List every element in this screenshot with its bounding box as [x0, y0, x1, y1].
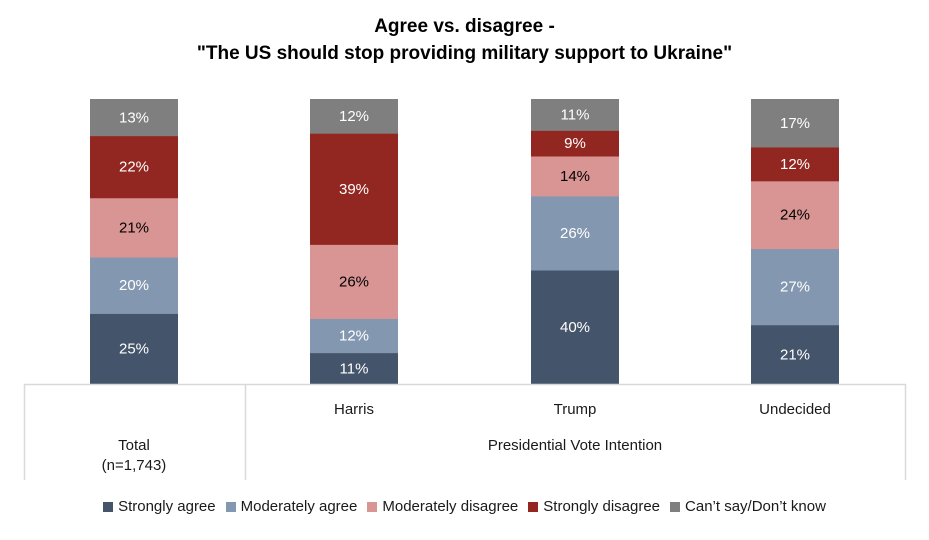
data-label-undecided-can-t-say-don-t-know: 17% [780, 115, 810, 132]
data-label-undecided-strongly-disagree: 12% [780, 156, 810, 173]
legend-label: Moderately disagree [382, 498, 519, 515]
bar-segment-undecided-moderately-disagree [751, 180, 839, 250]
data-label-undecided-strongly-agree: 21% [780, 346, 810, 363]
bar-segment-harris-can-t-say-don-t-know [310, 99, 398, 134]
legend-item-moderately-agree: Moderately agree [225, 498, 358, 515]
bar-segment-undecided-can-t-say-don-t-know [751, 99, 839, 148]
bar-segment-harris-strongly-disagree [310, 133, 398, 245]
group-label-presidential-vote: Presidential Vote Intention [487, 437, 663, 454]
bar-segment-trump-can-t-say-don-t-know [531, 99, 619, 131]
data-label-harris-strongly-disagree: 39% [339, 181, 369, 198]
data-label-harris-can-t-say-don-t-know: 12% [339, 108, 369, 125]
data-label-total-moderately-agree: 20% [119, 277, 149, 294]
category-label-trump: Trump [553, 401, 597, 418]
data-label-harris-strongly-agree: 11% [340, 360, 369, 377]
data-label-total-can-t-say-don-t-know: 13% [119, 109, 149, 126]
category-axis-table [23, 383, 907, 480]
data-label-trump-strongly-disagree: 9% [564, 135, 586, 152]
data-label-harris-moderately-agree: 12% [339, 328, 369, 345]
legend-item-strongly-disagree: Strongly disagree [528, 498, 660, 515]
category-label-harris: Harris [334, 401, 374, 418]
data-label-trump-moderately-disagree: 14% [560, 168, 590, 185]
bar-segment-trump-moderately-disagree [531, 156, 619, 197]
chart-title: Agree vs. disagree - [374, 16, 555, 37]
legend-swatch [367, 501, 378, 512]
bar-segment-undecided-moderately-agree [751, 248, 839, 326]
legend-item-can-t-say-don-t-know: Can’t say/Don’t know [670, 498, 826, 515]
legend-item-moderately-disagree: Moderately disagree [367, 498, 518, 515]
legend-label: Strongly disagree [543, 498, 661, 515]
data-label-undecided-moderately-disagree: 24% [780, 207, 810, 224]
legend-swatch [103, 501, 114, 512]
bar-segment-undecided-strongly-disagree [751, 146, 839, 182]
bar-segment-harris-strongly-agree [310, 352, 398, 385]
legend-label: Strongly agree [118, 498, 216, 515]
data-label-undecided-moderately-agree: 27% [780, 279, 810, 296]
legend-swatch [528, 501, 539, 512]
legend-swatch [670, 501, 681, 512]
data-label-total-moderately-disagree: 21% [119, 219, 149, 236]
legend-label: Moderately agree [240, 498, 358, 515]
legend-swatch [225, 501, 236, 512]
data-label-total-strongly-disagree: 22% [119, 159, 149, 176]
bar-segment-total-moderately-disagree [90, 197, 178, 258]
bar-segment-harris-moderately-agree [310, 318, 398, 354]
legend: Strongly agree Moderately agree Moderately… [0, 498, 929, 515]
bar-segment-total-strongly-agree [90, 313, 178, 385]
data-label-total-strongly-agree: 25% [119, 341, 149, 358]
data-label-trump-can-t-say-don-t-know: 11% [561, 107, 590, 124]
category-label-undecided: Undecided [759, 401, 831, 418]
data-label-trump-strongly-agree: 40% [560, 319, 590, 336]
bar-segment-total-strongly-disagree [90, 135, 178, 199]
bar-segment-trump-strongly-agree [531, 270, 619, 385]
legend-item-strongly-agree: Strongly agree [103, 498, 216, 515]
bar-segment-total-can-t-say-don-t-know [90, 99, 178, 137]
bar-segment-total-moderately-agree [90, 257, 178, 314]
bar-segment-undecided-strongly-agree [751, 324, 839, 385]
bar-segment-trump-moderately-agree [531, 195, 619, 271]
data-label-trump-moderately-agree: 26% [560, 225, 590, 242]
bar-segment-trump-strongly-disagree [531, 130, 619, 157]
bars-group: 25% 20% 21% 22% 13% 11% 12% 26% 39% 12% 40% 26% 14% 9… [90, 99, 839, 385]
chart-subtitle: "The US should stop providing military s… [196, 43, 733, 64]
legend-label: Can’t say/Don’t know [685, 498, 826, 515]
category-label-total: Total [118, 437, 150, 454]
data-label-harris-moderately-disagree: 26% [339, 273, 369, 290]
bar-segment-harris-moderately-disagree [310, 244, 398, 319]
category-label-total-n: (n=1,743) [101, 457, 167, 474]
